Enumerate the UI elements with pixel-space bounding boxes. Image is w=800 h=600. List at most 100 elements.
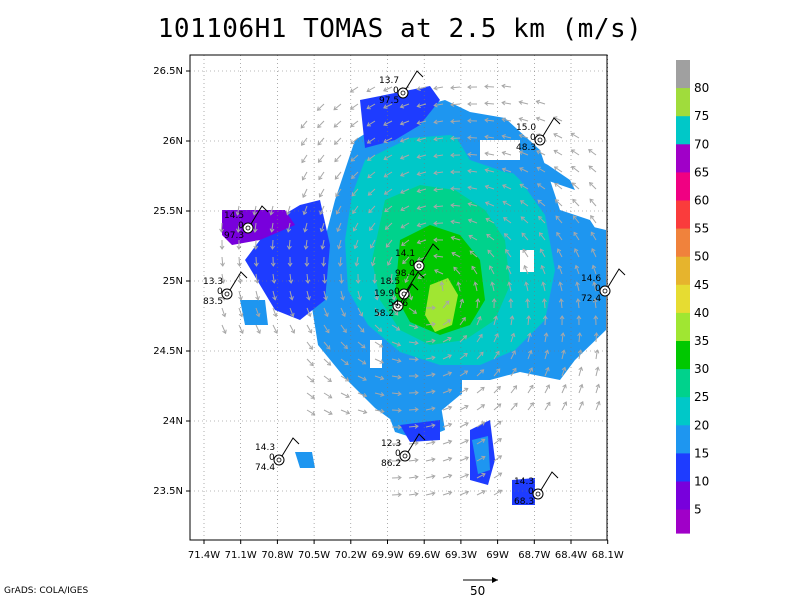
wind-vector bbox=[572, 199, 580, 207]
data-gap bbox=[520, 250, 534, 272]
wind-vector-head bbox=[310, 378, 315, 383]
wind-vector bbox=[489, 265, 495, 275]
wind-vector bbox=[333, 120, 342, 128]
wind-vector-head bbox=[431, 338, 436, 344]
wind-vector-head bbox=[494, 333, 499, 338]
wind-vector-head bbox=[352, 227, 358, 232]
wind-vector bbox=[434, 188, 444, 191]
wind-vector bbox=[321, 239, 325, 249]
wind-vector bbox=[323, 358, 331, 366]
wind-vector bbox=[400, 171, 410, 177]
wind-band-10-west bbox=[222, 210, 295, 245]
wind-vector bbox=[286, 205, 291, 215]
wind-vector-head bbox=[556, 248, 562, 253]
station-value: 0 bbox=[595, 284, 601, 294]
colorbar-swatch bbox=[676, 312, 690, 342]
wind-vector bbox=[417, 120, 427, 124]
wind-vector bbox=[544, 384, 550, 394]
wind-vector-head bbox=[495, 350, 500, 356]
station-value: 0 bbox=[530, 133, 536, 143]
wind-vector-head bbox=[433, 136, 438, 142]
wind-vector bbox=[519, 151, 529, 156]
wind-vector-head bbox=[467, 135, 472, 141]
station-value: 0 bbox=[269, 453, 275, 463]
wind-vector bbox=[557, 248, 563, 258]
wind-vector bbox=[474, 282, 478, 292]
wind-vector bbox=[384, 171, 393, 178]
wind-vector bbox=[255, 273, 258, 283]
wind-vector bbox=[236, 205, 240, 215]
wind-vector bbox=[485, 119, 495, 122]
wind-vector-head bbox=[417, 274, 422, 280]
wind-vector-head bbox=[481, 455, 486, 461]
wind-vector-head bbox=[394, 311, 399, 316]
wind-vector-head bbox=[384, 208, 389, 213]
wind-vector bbox=[544, 367, 549, 377]
wind-vector-head bbox=[303, 245, 309, 250]
wind-barb bbox=[400, 283, 419, 303]
wind-vector bbox=[425, 340, 435, 343]
wind-vector bbox=[357, 341, 366, 349]
wind-vector-head bbox=[578, 366, 584, 371]
wind-vector bbox=[441, 282, 444, 292]
wind-vector bbox=[408, 408, 419, 411]
wind-vector-head bbox=[451, 251, 456, 257]
wind-vector-head bbox=[367, 174, 372, 179]
wind-vector-head bbox=[236, 228, 241, 233]
wind-vector-head bbox=[431, 491, 436, 496]
wind-vector-head bbox=[574, 248, 579, 253]
wind-vector bbox=[476, 386, 485, 394]
wind-vector-head bbox=[519, 183, 524, 188]
wind-vector-head bbox=[431, 423, 436, 429]
wind-vector-head bbox=[536, 183, 542, 188]
wind-vector-head bbox=[272, 296, 277, 301]
wind-vector-head bbox=[254, 279, 260, 284]
wind-vector bbox=[576, 282, 580, 292]
wind-vector bbox=[527, 350, 532, 360]
wind-vector-head bbox=[322, 279, 328, 284]
wind-vector bbox=[272, 324, 278, 334]
wind-vector-head bbox=[570, 149, 576, 154]
wind-vector bbox=[537, 199, 546, 207]
wind-vector bbox=[542, 282, 546, 292]
wind-vector-head bbox=[416, 239, 422, 245]
wind-vector-head bbox=[431, 474, 436, 479]
colorbar-label: 60 bbox=[694, 194, 709, 208]
wind-vector-head bbox=[543, 332, 549, 337]
wind-vector-head bbox=[507, 281, 512, 286]
wind-vector-head bbox=[491, 298, 497, 303]
wind-vector bbox=[450, 86, 461, 89]
wind-vector bbox=[502, 168, 512, 173]
wind-vector bbox=[323, 392, 332, 399]
wind-vector-head bbox=[484, 84, 489, 90]
wind-vector-head bbox=[290, 329, 296, 334]
wind-vector-head bbox=[467, 168, 472, 174]
wind-vector-head bbox=[349, 105, 355, 110]
wind-vector-head bbox=[578, 383, 584, 389]
station-marker-inner bbox=[402, 453, 408, 459]
wind-vector-head bbox=[508, 298, 514, 303]
wind-vector-head bbox=[553, 133, 558, 138]
wind-vector-head bbox=[326, 345, 331, 350]
wind-vector bbox=[442, 389, 452, 394]
wind-vector-head bbox=[316, 106, 322, 111]
wind-vector-head bbox=[450, 85, 455, 91]
wind-vector-head bbox=[416, 120, 421, 125]
wind-vector-head bbox=[545, 366, 550, 372]
wind-vector bbox=[271, 239, 274, 250]
wind-vector-head bbox=[301, 176, 306, 181]
wind-vector bbox=[476, 473, 486, 479]
wind-vector-head bbox=[414, 373, 419, 379]
data-gap bbox=[370, 340, 382, 368]
wind-barb bbox=[421, 243, 440, 263]
wind-vector bbox=[385, 239, 393, 248]
colorbar-swatch bbox=[676, 341, 690, 370]
wind-vector bbox=[588, 165, 597, 173]
wind-vector-head bbox=[511, 350, 516, 355]
wind-vector bbox=[502, 85, 512, 88]
wind-vector bbox=[457, 282, 461, 292]
wind-vector-head bbox=[519, 167, 524, 172]
wind-vector-head bbox=[286, 228, 292, 233]
wind-vector bbox=[408, 324, 418, 329]
wind-vector-head bbox=[524, 281, 529, 286]
